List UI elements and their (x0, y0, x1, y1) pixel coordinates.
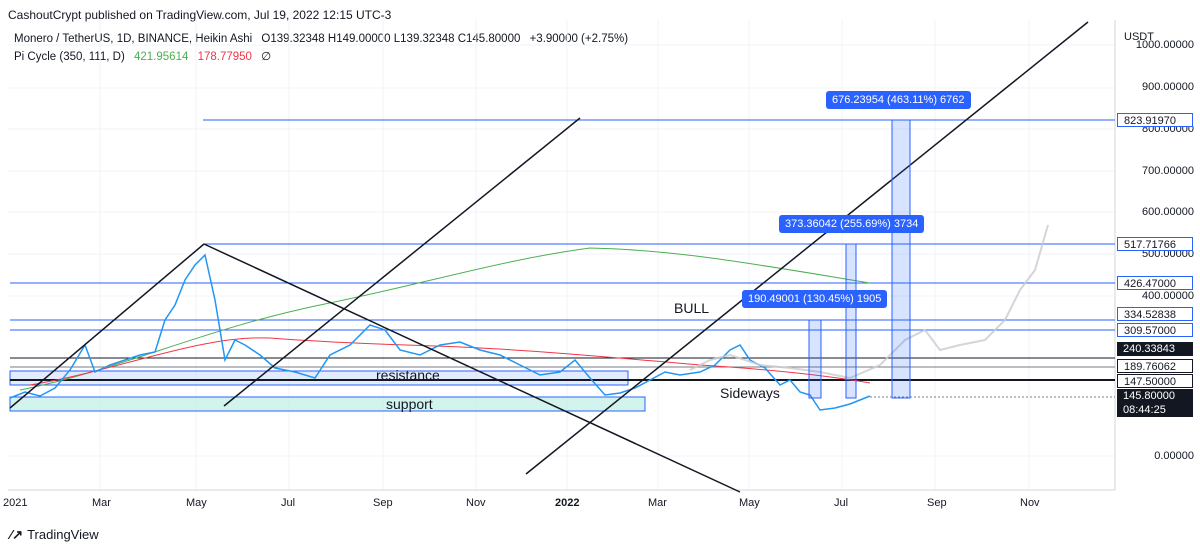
change-value: +3.90000 (+2.75%) (529, 33, 629, 45)
time-label: Mar (92, 497, 111, 509)
pi-cycle-red-ma (29, 337, 871, 386)
time-label: Sep (373, 497, 393, 509)
indicator-value-3: ∅ (261, 51, 272, 63)
support-zone (9, 396, 646, 412)
price-tick: 400.00000 (1142, 290, 1194, 302)
measure-ruler-3 (891, 119, 911, 399)
time-label: Nov (1020, 497, 1040, 509)
time-label: Mar (648, 497, 667, 509)
symbol-legend: Monero / TetherUS, 1D, BINANCE, Heikin A… (14, 33, 634, 45)
triangle-right (203, 243, 741, 493)
time-label: May (739, 497, 760, 509)
channel-lower (525, 21, 1089, 475)
time-label: Sep (927, 497, 947, 509)
tradingview-brand: TradingView (27, 527, 99, 542)
price-tick: 0.00000 (1154, 450, 1194, 462)
support-label: support (386, 396, 433, 412)
time-label: Jul (281, 497, 296, 509)
time-label: Jul (834, 497, 849, 509)
measure-box-2[interactable]: 373.36042 (255.69%) 3734 (779, 215, 925, 233)
symbol-name[interactable]: Monero / TetherUS, 1D, BINANCE, Heikin A… (14, 33, 253, 45)
time-label: May (186, 497, 207, 509)
price-tick: 700.00000 (1142, 165, 1194, 177)
price-tag: 517.71766 (1117, 237, 1193, 251)
publisher-header: CashoutCrypt published on TradingView.co… (8, 8, 392, 22)
price-tag: 240.33843 (1117, 342, 1193, 356)
time-label: 2022 (555, 497, 580, 509)
measure-box-1[interactable]: 190.49001 (130.45%) 1905 (742, 290, 888, 308)
measure-box-3[interactable]: 676.23954 (463.11%) 6762 (826, 91, 971, 109)
price-tag: 823.91970 (1117, 113, 1193, 127)
indicator-value-2: 178.77950 (197, 51, 252, 63)
current-price-tag: 145.80000 (1117, 389, 1193, 403)
time-label: Nov (466, 497, 486, 509)
indicator-legend: Pi Cycle (350, 111, D) 421.95614 178.779… (14, 49, 277, 63)
price-tick: 900.00000 (1142, 81, 1194, 93)
price-tag: 189.76062 (1117, 359, 1193, 373)
price-tag: 426.47000 (1117, 276, 1193, 290)
tradingview-logo[interactable]: ⁄↗ TradingView (10, 527, 99, 543)
ohlc-values: O139.32348 H149.00000 L139.32348 C145.80… (261, 33, 521, 45)
bull-label: BULL (674, 300, 710, 316)
currency-label: USDT (1124, 31, 1154, 43)
indicator-value-1: 421.95614 (134, 51, 189, 63)
horizontal-levels (10, 119, 1115, 398)
resistance-label: resistance (376, 367, 440, 383)
trend-lines (9, 21, 1089, 493)
price-tick: 1000.00000 (1135, 39, 1194, 51)
indicator-name[interactable]: Pi Cycle (350, 111, D) (14, 51, 125, 63)
price-tag: 309.57000 (1117, 323, 1193, 337)
tradingview-icon: ⁄↗ (10, 527, 24, 542)
price-tag: 334.52838 (1117, 307, 1193, 321)
triangle-left (9, 243, 205, 409)
sideways-label: Sideways (720, 385, 780, 401)
price-tick: 500.00000 (1142, 248, 1194, 260)
price-tick: 600.00000 (1142, 206, 1194, 218)
measure-rulers (808, 119, 911, 399)
price-line (9, 253, 871, 411)
time-label: 2021 (3, 497, 28, 509)
countdown-tag: 08:44:25 (1117, 403, 1193, 417)
projection-fractal (689, 224, 1049, 380)
price-tag: 147.50000 (1117, 374, 1193, 388)
pi-cycle-green-ma (19, 247, 871, 391)
channel-upper (223, 117, 581, 407)
measure-ruler-1 (808, 319, 822, 399)
measure-ruler-2 (845, 243, 857, 399)
